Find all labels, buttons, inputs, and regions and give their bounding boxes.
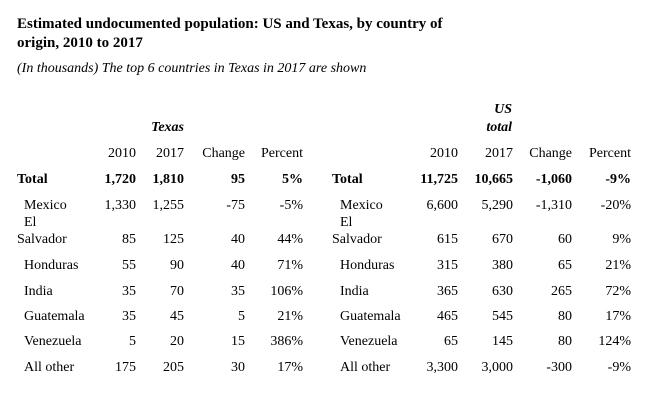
texas-header-2010: 2010	[108, 146, 136, 161]
texas-india-2010: 35	[122, 284, 136, 299]
us-total-2010: 11,725	[420, 172, 458, 187]
us-guatemala-percent: 17%	[605, 309, 631, 324]
texas-country-honduras: Honduras	[24, 258, 79, 273]
us-mexico-2010: 6,600	[426, 198, 459, 213]
us-country-honduras: Honduras	[340, 258, 395, 273]
us-country-total: Total	[332, 172, 363, 187]
us-header-2017: 2017	[485, 146, 513, 161]
us-india-2017: 630	[492, 284, 513, 299]
us-india-2010: 365	[437, 284, 458, 299]
texas-el-salvador-2017: 125	[163, 232, 184, 247]
us-group-label-line1: US	[494, 102, 512, 117]
us-el-salvador-2017: 670	[492, 232, 513, 247]
us-venezuela-percent: 124%	[598, 334, 631, 349]
texas-venezuela-2017: 20	[170, 334, 184, 349]
us-venezuela-change: 80	[558, 334, 572, 349]
texas-guatemala-2017: 45	[170, 309, 184, 324]
us-total-percent: -9%	[605, 172, 631, 187]
us-mexico-2017: 5,290	[481, 198, 514, 213]
us-all-other-percent: -9%	[607, 360, 631, 375]
table-subtitle: (In thousands) The top 6 countries in Te…	[17, 61, 367, 76]
us-india-change: 265	[551, 284, 572, 299]
texas-group-label: Texas	[151, 120, 184, 135]
us-all-other-change: -300	[546, 360, 572, 375]
texas-country-india: India	[24, 284, 53, 299]
us-honduras-2017: 380	[492, 258, 513, 273]
texas-mexico-2010: 1,330	[104, 198, 137, 213]
us-country-venezuela: Venezuela	[340, 334, 398, 349]
us-country-mexico: Mexico	[340, 198, 383, 213]
texas-el-salvador-change: 40	[231, 232, 245, 247]
us-honduras-2010: 315	[437, 258, 458, 273]
texas-guatemala-2010: 35	[122, 309, 136, 324]
us-venezuela-2010: 65	[444, 334, 458, 349]
us-all-other-2017: 3,000	[481, 360, 514, 375]
us-el-salvador-percent: 9%	[612, 232, 631, 247]
texas-country-el-salvador: El Salvador	[17, 215, 67, 247]
texas-mexico-2017: 1,255	[152, 198, 185, 213]
texas-venezuela-change: 15	[231, 334, 245, 349]
texas-honduras-percent: 71%	[277, 258, 303, 273]
us-total-2017: 10,665	[474, 172, 514, 187]
us-mexico-percent: -20%	[600, 198, 631, 213]
us-country-all-other: All other	[340, 360, 391, 375]
us-guatemala-2010: 465	[437, 309, 458, 324]
us-mexico-change: -1,310	[535, 198, 572, 213]
us-total-change: -1,060	[535, 172, 572, 187]
texas-header-percent: Percent	[261, 146, 303, 161]
texas-honduras-2017: 90	[170, 258, 184, 273]
texas-venezuela-2010: 5	[129, 334, 136, 349]
us-country-el-salvador: El Salvador	[332, 215, 382, 247]
texas-el-salvador-2010: 85	[122, 232, 136, 247]
texas-venezuela-percent: 386%	[270, 334, 303, 349]
us-all-other-2010: 3,300	[426, 360, 459, 375]
texas-total-2017: 1,810	[152, 172, 185, 187]
texas-mexico-change: -75	[226, 198, 245, 213]
us-honduras-change: 65	[558, 258, 572, 273]
us-group-label: US total	[450, 101, 512, 137]
texas-country-guatemala: Guatemala	[24, 309, 85, 324]
texas-total-change: 95	[231, 172, 245, 187]
us-india-percent: 72%	[605, 284, 631, 299]
texas-header-change: Change	[202, 146, 245, 161]
texas-honduras-change: 40	[231, 258, 245, 273]
texas-all-other-change: 30	[231, 360, 245, 375]
texas-country-all-other: All other	[24, 360, 75, 375]
texas-all-other-percent: 17%	[277, 360, 303, 375]
texas-guatemala-change: 5	[238, 309, 245, 324]
texas-honduras-2010: 55	[122, 258, 136, 273]
us-guatemala-change: 80	[558, 309, 572, 324]
texas-mexico-percent: -5%	[279, 198, 303, 213]
us-header-2010: 2010	[430, 146, 458, 161]
texas-country-total: Total	[17, 172, 48, 187]
us-country-guatemala: Guatemala	[340, 309, 401, 324]
texas-all-other-2017: 205	[163, 360, 184, 375]
texas-india-2017: 70	[170, 284, 184, 299]
texas-el-salvador-percent: 44%	[277, 232, 303, 247]
us-country-india: India	[340, 284, 369, 299]
texas-all-other-2010: 175	[115, 360, 136, 375]
table-title: Estimated undocumented population: US an…	[17, 16, 443, 51]
texas-india-percent: 106%	[270, 284, 303, 299]
texas-india-change: 35	[231, 284, 245, 299]
us-el-salvador-2010: 615	[437, 232, 458, 247]
us-header-percent: Percent	[589, 146, 631, 161]
texas-country-mexico: Mexico	[24, 198, 67, 213]
us-header-change: Change	[529, 146, 572, 161]
texas-country-venezuela: Venezuela	[24, 334, 82, 349]
us-honduras-percent: 21%	[605, 258, 631, 273]
us-venezuela-2017: 145	[492, 334, 513, 349]
texas-header-2017: 2017	[156, 146, 184, 161]
us-group-label-line2: total	[486, 120, 512, 135]
texas-guatemala-percent: 21%	[277, 309, 303, 324]
texas-total-2010: 1,720	[104, 172, 137, 187]
us-guatemala-2017: 545	[492, 309, 513, 324]
us-el-salvador-change: 60	[558, 232, 572, 247]
texas-total-percent: 5%	[282, 172, 303, 187]
